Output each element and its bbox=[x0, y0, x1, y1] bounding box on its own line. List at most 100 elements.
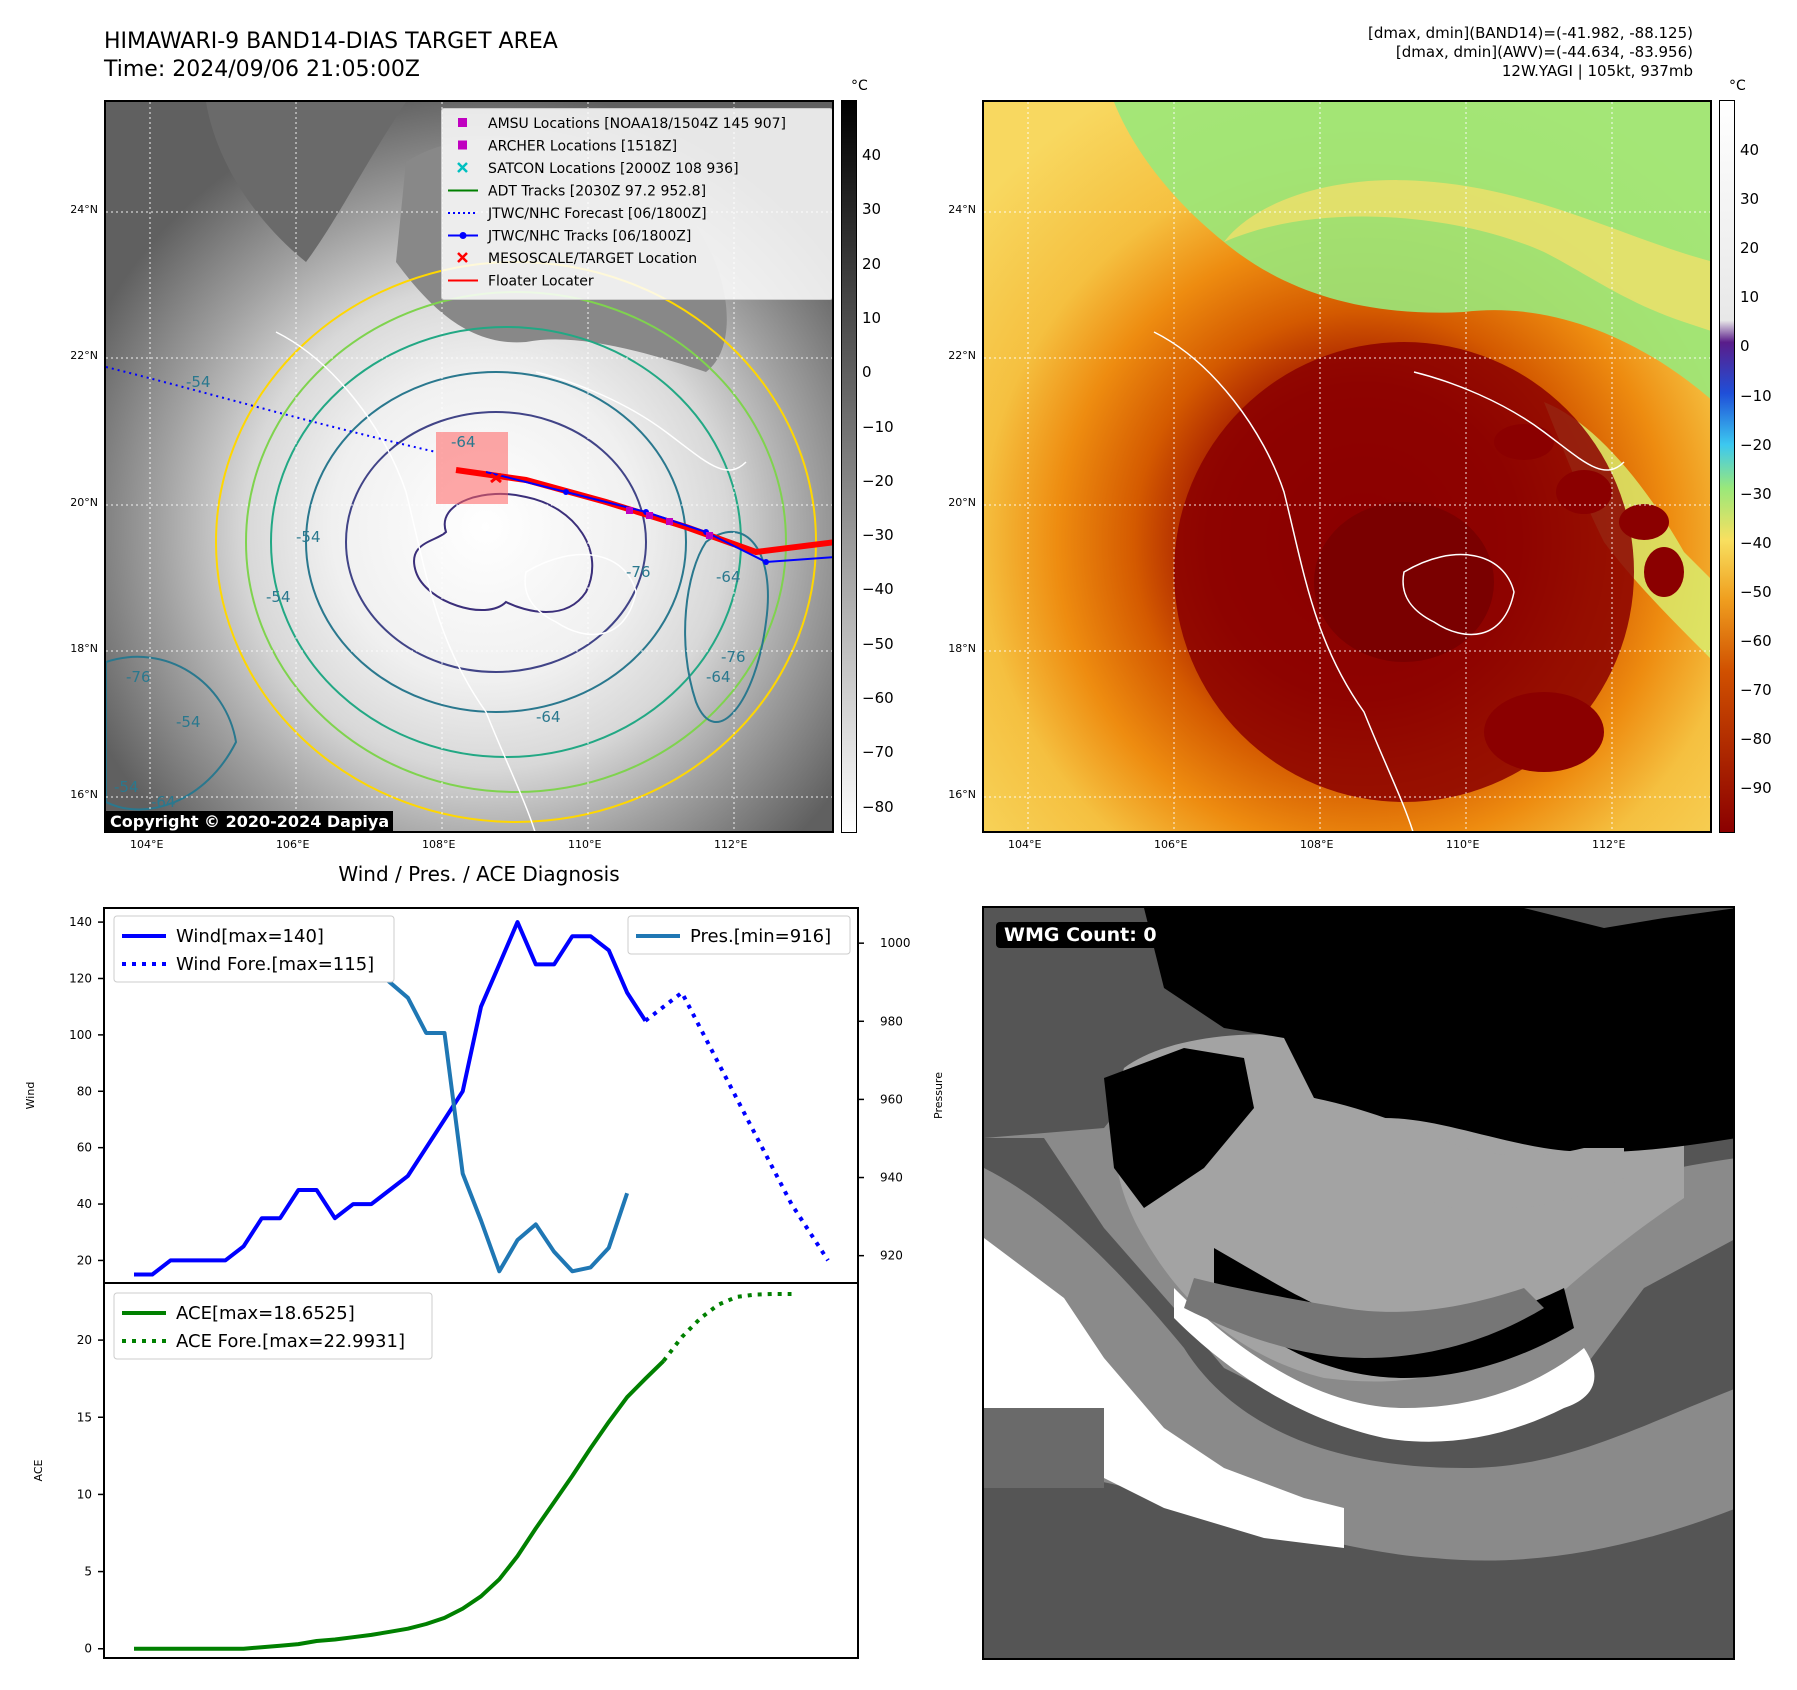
colorbar-tick-label: 30 bbox=[1740, 190, 1760, 209]
contour-label: -54 bbox=[186, 373, 211, 391]
ir-colorbar-unit: °C bbox=[851, 78, 868, 94]
colorbar-tick-label: −50 bbox=[1740, 582, 1772, 601]
lon-tick-label: 106°E bbox=[1154, 838, 1188, 851]
colorbar-tick-label: 0 bbox=[862, 363, 872, 382]
colorbar-tick-label: −10 bbox=[1740, 386, 1772, 405]
lat-tick-label: 20°N bbox=[948, 496, 976, 509]
map-legend-entries: AMSU Locations [NOAA18/1504Z 145 907] ARC… bbox=[448, 116, 786, 290]
chart-legend: Wind[max=140] Wind Fore.[max=115] bbox=[113, 915, 395, 983]
chart-legend: ACE[max=18.6525] ACE Fore.[max=22.9931] bbox=[113, 1292, 433, 1360]
colorbar-tick-label: −40 bbox=[1740, 533, 1772, 552]
colorbar-tick-label: 20 bbox=[1740, 239, 1760, 258]
map1-lon-ticks: 104°E 106°E 108°E 110°E 112°E bbox=[104, 838, 834, 856]
y-tick-label: 5 bbox=[84, 1565, 92, 1579]
lon-tick-label: 104°E bbox=[130, 838, 164, 851]
y-tick-label: 140 bbox=[69, 915, 92, 929]
lat-tick-label: 16°N bbox=[948, 788, 976, 801]
y-right-tick-label: 940 bbox=[880, 1171, 903, 1185]
y-tick-label: 100 bbox=[69, 1028, 92, 1042]
y-right-tick-label: 980 bbox=[880, 1014, 903, 1028]
contour-label: -76 bbox=[721, 648, 746, 666]
legend-label: Pres.[min=916] bbox=[690, 926, 831, 947]
colorbar-tick-label: 10 bbox=[862, 308, 882, 327]
y-axis-label: Wind bbox=[24, 1082, 37, 1110]
legend-entry: Floater Locater bbox=[448, 274, 594, 290]
map-title: HIMAWARI-9 BAND14-DIAS TARGET AREA bbox=[104, 29, 558, 54]
colorbar-tick-label: −70 bbox=[862, 743, 894, 762]
lat-tick-label: 18°N bbox=[70, 642, 98, 655]
legend-x-marker bbox=[457, 252, 468, 263]
info-line-storm: 12W.YAGI | 105kt, 937mb bbox=[1501, 62, 1693, 80]
colorbar-tick-label: 0 bbox=[1740, 337, 1750, 356]
lat-tick-label: 24°N bbox=[70, 203, 98, 216]
series-line bbox=[134, 1359, 665, 1651]
contour-label: -76 bbox=[126, 668, 151, 686]
lat-tick-label: 20°N bbox=[70, 496, 98, 509]
lat-tick-label: 22°N bbox=[70, 349, 98, 362]
legend-label: ACE[max=18.6525] bbox=[176, 1303, 355, 1324]
legend-entry: AMSU Locations [NOAA18/1504Z 145 907] bbox=[458, 116, 786, 132]
lon-tick-label: 108°E bbox=[422, 838, 456, 851]
colorbar-tick-label: −60 bbox=[1740, 632, 1772, 650]
contour-label: -76 bbox=[626, 563, 651, 581]
legend-square-marker bbox=[458, 140, 467, 150]
y-tick-label: 40 bbox=[77, 1197, 92, 1211]
lon-tick-label: 112°E bbox=[1592, 838, 1626, 851]
colorbar-tick-label: −80 bbox=[1740, 730, 1772, 749]
legend-entry: JTWC/NHC Forecast [06/1800Z] bbox=[448, 206, 707, 222]
wmg-panel: WMG Count: 0 bbox=[982, 906, 1735, 1660]
y-right-tick-label: 920 bbox=[880, 1249, 903, 1263]
lon-tick-label: 110°E bbox=[1446, 838, 1480, 851]
enhanced-colorbar bbox=[1719, 100, 1735, 833]
colorbar-tick-label: 10 bbox=[1740, 288, 1760, 307]
legend-label: Floater Locater bbox=[488, 274, 594, 290]
colorbar-tick-label: −90 bbox=[1740, 779, 1772, 798]
contour-label: -64 bbox=[451, 433, 476, 451]
legend-label: ACE Fore.[max=22.9931] bbox=[176, 1331, 405, 1352]
contour-label: -64 bbox=[151, 793, 176, 811]
colorbar-tick-label: 20 bbox=[862, 254, 882, 273]
colorbar-tick-label: −30 bbox=[862, 526, 894, 545]
colorbar-tick-label: −60 bbox=[862, 689, 894, 707]
series-line bbox=[644, 990, 830, 1262]
chart-legend: Pres.[min=916] bbox=[627, 915, 851, 955]
contour-label: -54 bbox=[114, 778, 139, 796]
ir-map-panel: -54 -54 -64 -76 -54 -64 -76 -64 -54 -76 … bbox=[104, 100, 834, 833]
lat-tick-label: 18°N bbox=[948, 642, 976, 655]
legend-dot-marker bbox=[459, 232, 467, 239]
map2-lat-ticks: 24°N 22°N 20°N 18°N 16°N bbox=[934, 100, 980, 833]
legend-label: MESOSCALE/TARGET Location bbox=[488, 251, 697, 267]
legend-entry: MESOSCALE/TARGET Location bbox=[457, 251, 697, 267]
colorbar-tick-label: −20 bbox=[1740, 435, 1772, 454]
contour-label: -64 bbox=[716, 568, 741, 586]
colorbar-tick-label: −80 bbox=[862, 797, 894, 816]
legend-label: JTWC/NHC Tracks [06/1800Z] bbox=[487, 229, 691, 245]
legend-label: Wind Fore.[max=115] bbox=[176, 954, 374, 975]
legend-square-marker bbox=[458, 118, 467, 127]
wmg-count-badge: WMG Count: 0 bbox=[996, 922, 1165, 948]
lat-tick-label: 24°N bbox=[948, 203, 976, 216]
copyright-badge: Copyright © 2020-2024 Dapiya bbox=[106, 811, 394, 831]
intensity-info: [dmax, dmin](BAND14)=(-41.982, -88.125) … bbox=[1093, 24, 1693, 81]
enhanced-colorbar-ticks: 40 30 20 10 0 −10 −20 −30 −40 −50 −60 −70 −80 −90 bbox=[1740, 100, 1780, 833]
ir-colorbar bbox=[841, 100, 857, 833]
y-right-tick-label: 960 bbox=[880, 1092, 903, 1106]
legend-label: Wind[max=140] bbox=[176, 926, 324, 947]
colorbar-tick-label: 40 bbox=[862, 146, 882, 164]
map-legend: AMSU Locations [NOAA18/1504Z 145 907] ARC… bbox=[441, 108, 832, 300]
legend-label: SATCON Locations [2000Z 108 936] bbox=[488, 161, 739, 177]
y-right-tick-label: 1000 bbox=[880, 936, 911, 950]
lon-tick-label: 106°E bbox=[276, 838, 310, 851]
legend-label: ADT Tracks [2030Z 97.2 952.8] bbox=[488, 184, 706, 200]
y-right-axis-label: Pressure bbox=[932, 1072, 945, 1119]
y-tick-label: 120 bbox=[69, 971, 92, 985]
y-tick-label: 10 bbox=[77, 1487, 92, 1501]
legend-label: AMSU Locations [NOAA18/1504Z 145 907] bbox=[488, 116, 786, 132]
map1-lat-ticks: 24°N 22°N 20°N 18°N 16°N bbox=[56, 100, 102, 833]
y-tick-label: 0 bbox=[84, 1642, 92, 1656]
contour-label: -64 bbox=[536, 708, 561, 726]
map-time: Time: 2024/09/06 21:05:00Z bbox=[104, 57, 420, 82]
wmg-image bbox=[984, 908, 1733, 1658]
legend-x-marker bbox=[457, 162, 468, 173]
